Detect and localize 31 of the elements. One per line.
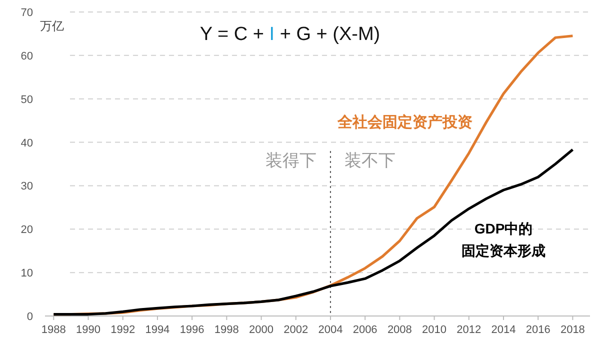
y-axis-title: 万亿 xyxy=(40,19,64,33)
x-tick-label: 2006 xyxy=(352,324,378,336)
x-tick-label: 1998 xyxy=(214,324,239,336)
x-tick-label: 2018 xyxy=(560,324,585,336)
x-tick-label: 2010 xyxy=(422,324,447,336)
x-tick-label: 1992 xyxy=(110,324,136,336)
x-tick-label: 1988 xyxy=(41,324,66,336)
annotation: 装不下 xyxy=(344,151,396,170)
y-tick-label: 50 xyxy=(20,94,33,106)
x-tick-label: 2004 xyxy=(318,324,343,336)
y-tick-label: 0 xyxy=(26,311,33,323)
x-tick-label: 1994 xyxy=(145,324,170,336)
y-tick-label: 70 xyxy=(20,7,33,19)
line-series xyxy=(52,148,574,316)
y-tick-label: 10 xyxy=(20,268,33,280)
chart-title: Y = C + I + G + (X-M) xyxy=(200,24,380,45)
y-tick-label: 30 xyxy=(20,180,33,193)
x-tick-label: 2012 xyxy=(456,324,482,336)
x-tick-label: 2016 xyxy=(526,324,550,336)
x-tick-label: 1990 xyxy=(76,324,100,336)
y-tick-label: 60 xyxy=(20,50,33,62)
annotation: 装得下 xyxy=(265,151,316,170)
y-tick-label: 20 xyxy=(20,224,33,236)
x-tick-label: 2000 xyxy=(249,324,274,336)
y-tick-label: 40 xyxy=(20,137,33,150)
x-tick-label: 2002 xyxy=(284,324,308,336)
x-tick-label: 2014 xyxy=(491,324,516,336)
x-tick-label: 2008 xyxy=(387,324,412,336)
x-tick-label: 1996 xyxy=(180,324,204,336)
series-label: 全社会固定资产投资 xyxy=(336,113,472,132)
series-label: GDP中的固定资本形成 xyxy=(461,220,546,258)
